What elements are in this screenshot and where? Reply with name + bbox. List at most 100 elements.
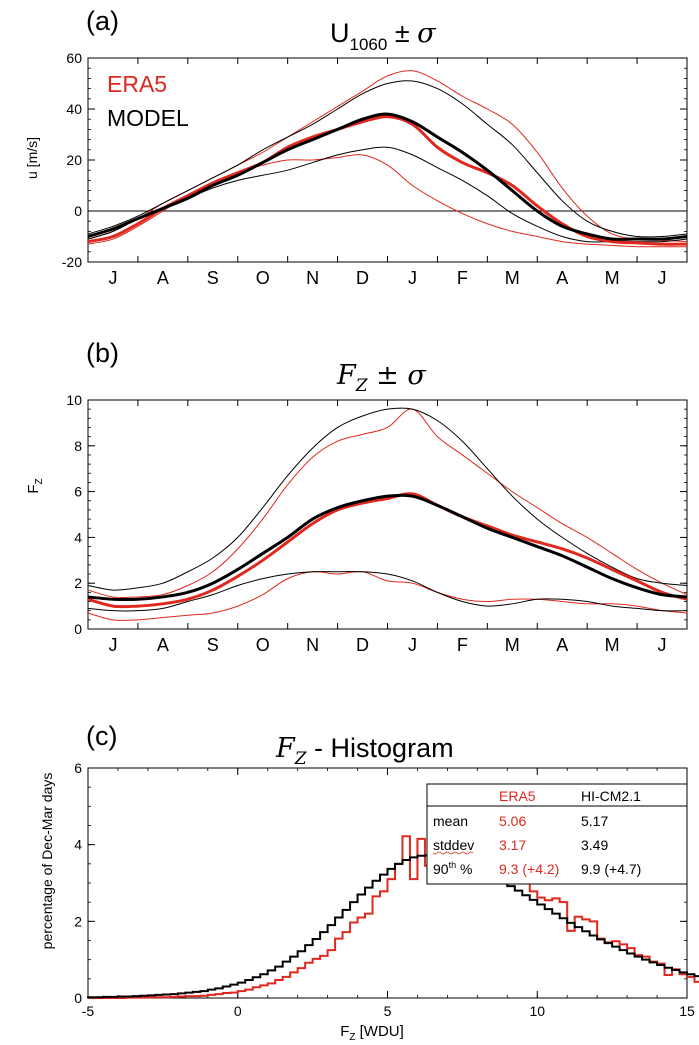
panel-c-ylabel: percentage of Dec-Mar days	[39, 773, 55, 950]
y-tick-label: 0	[74, 621, 82, 637]
legend-model-label: MODEL	[107, 105, 189, 131]
stats-header-era5: ERA5	[499, 788, 536, 804]
x-tick-label: 15	[679, 1003, 695, 1019]
panel-a-title-sub: 1060	[350, 35, 388, 54]
y-tick-label: 20	[66, 152, 82, 168]
stats-table-box	[426, 783, 688, 885]
model-mean-line	[87, 112, 688, 241]
x-tick-label: M	[605, 268, 620, 288]
x-tick-label: J	[108, 635, 117, 655]
x-tick-label: O	[256, 268, 270, 288]
panel-a-axes-frame	[87, 57, 688, 263]
panel-a-title: U1060 ± σ	[330, 18, 437, 54]
y-tick-label: 2	[74, 913, 82, 929]
x-tick-label: M	[505, 268, 520, 288]
legend-era5-label: ERA5	[107, 71, 167, 97]
panel-b-title-sigma: σ	[407, 360, 427, 391]
y-tick-label: 0	[74, 203, 82, 219]
x-tick-label: J	[658, 268, 667, 288]
x-tick-label: S	[207, 268, 219, 288]
x-tick-label: A	[157, 635, 169, 655]
x-tick-label: A	[556, 268, 568, 288]
era5-plus-sigma-line	[87, 70, 688, 243]
panel-c-y-tick-labels: 0 2 4 6	[74, 760, 82, 1006]
x-tick-label: F	[457, 268, 468, 288]
x-tick-label: M	[605, 635, 620, 655]
model-plus-sigma-line	[87, 80, 688, 238]
panel-b-ylabel-main: F	[25, 484, 42, 493]
y-tick-label: 6	[74, 484, 82, 500]
stats-row-p90-label-sup: th	[449, 860, 457, 870]
stats-row-mean-label: mean	[433, 813, 468, 829]
panel-c-xlabel: FZ [WDU]	[340, 1023, 404, 1043]
y-tick-label: 0	[74, 990, 82, 1006]
stats-header-model: HI-CM2.1	[581, 788, 641, 804]
panel-a-title-sigma: σ	[417, 18, 437, 49]
y-tick-label: 10	[66, 392, 82, 408]
panel-a-y-tick-labels: -20 0 20 40 60	[62, 50, 82, 270]
panel-a-label: (a)	[86, 6, 119, 36]
panel-c-xlabel-tail: [WDU]	[355, 1023, 403, 1040]
panel-a-title-main: U	[330, 18, 350, 48]
panel-c-label: (c)	[86, 721, 117, 751]
x-tick-label: 5	[384, 1003, 392, 1019]
x-tick-label: J	[658, 635, 667, 655]
model-minus-sigma-line	[87, 571, 688, 612]
x-tick-label: 10	[529, 1003, 545, 1019]
model-mean-line	[87, 493, 688, 602]
x-tick-label: A	[157, 268, 169, 288]
stats-row-stddev-era5: 3.17	[499, 837, 526, 853]
x-tick-label: -5	[82, 1003, 95, 1019]
panel-b-series	[87, 407, 688, 621]
x-tick-label: S	[207, 635, 219, 655]
stats-row-mean-model: 5.17	[581, 813, 608, 829]
x-tick-label: 0	[234, 1003, 242, 1019]
x-tick-label: N	[306, 268, 319, 288]
y-tick-label: 2	[74, 575, 82, 591]
panel-b-ylabel: FZ	[25, 478, 45, 493]
stats-table: ERA5 HI-CM2.1 mean 5.06 5.17 stddev 3.17…	[426, 783, 688, 885]
y-tick-label: 4	[74, 529, 82, 545]
x-tick-label: O	[256, 635, 270, 655]
panel-c-xlabel-main: F	[340, 1023, 349, 1040]
era5-minus-sigma-line	[87, 571, 688, 621]
stats-row-p90-label: 90th %	[433, 860, 472, 877]
panel-c-title-tail: - Histogram	[307, 733, 454, 763]
y-tick-label: 8	[74, 438, 82, 454]
stats-row-p90-model: 9.9 (+4.7)	[581, 861, 641, 877]
panel-c-xlabel-sub: Z	[349, 1032, 355, 1043]
x-tick-label: D	[356, 268, 369, 288]
stats-row-p90-era5: 9.3 (+4.2)	[499, 861, 559, 877]
stats-row-p90-label-main: 90	[433, 861, 449, 877]
x-tick-label: M	[505, 635, 520, 655]
era5-mean-line	[87, 492, 688, 609]
panel-c-title-main: F	[275, 733, 296, 764]
x-tick-label: N	[306, 635, 319, 655]
model-plus-sigma-line	[87, 407, 688, 591]
x-tick-label: J	[108, 268, 117, 288]
panel-b-title-tail: ±	[368, 360, 408, 391]
panel-a-series	[87, 70, 688, 248]
stats-row-stddev-label: stddev	[433, 837, 474, 853]
x-tick-label: J	[408, 635, 417, 655]
x-tick-label: J	[408, 268, 417, 288]
spellcheck-underline	[432, 851, 474, 855]
panel-b-axes-frame	[87, 399, 688, 630]
panel-b-title: FZ ± σ	[336, 360, 427, 396]
panel-c-title: FZ - Histogram	[275, 733, 454, 769]
x-tick-label: D	[356, 635, 369, 655]
era5-mean-line	[87, 115, 688, 246]
panel-c: (c) FZ - Histogram percentage of Dec-Mar…	[39, 721, 699, 1043]
y-tick-label: 4	[74, 837, 82, 853]
stats-row-mean-era5: 5.06	[499, 813, 526, 829]
era5-plus-sigma-line	[87, 408, 688, 599]
panel-a-border	[87, 57, 688, 263]
x-tick-label: A	[556, 635, 568, 655]
model-minus-sigma-line	[87, 146, 688, 243]
panel-a-legend: ERA5 MODEL	[107, 71, 189, 131]
y-tick-label: -20	[62, 254, 82, 270]
x-tick-label: F	[457, 635, 468, 655]
